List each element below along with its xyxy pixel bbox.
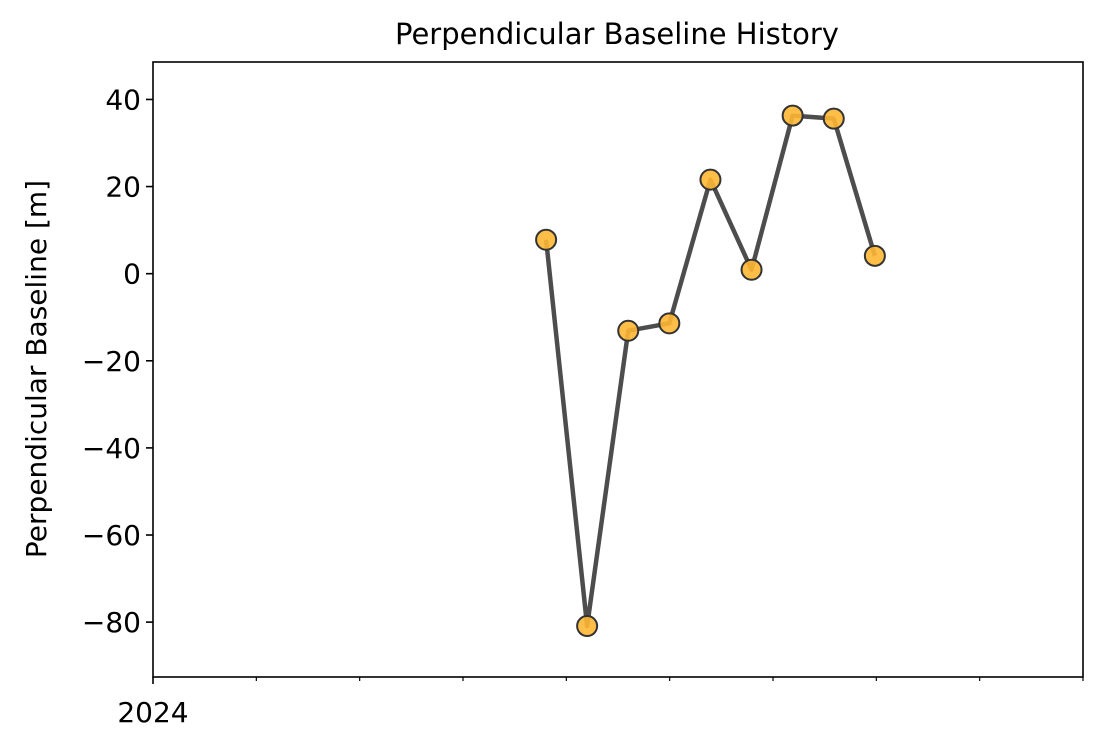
chart-title: Perpendicular Baseline History	[395, 17, 839, 51]
y-tick-label: −20	[82, 345, 141, 378]
y-axis-label: Perpendicular Baseline [m]	[20, 180, 53, 558]
x-tick-label: 2024	[117, 696, 188, 729]
data-point	[781, 104, 804, 127]
series-line	[543, 113, 878, 629]
data-point	[658, 312, 681, 335]
y-tick-label: 20	[105, 171, 141, 204]
y-tick-label: 0	[123, 258, 141, 291]
data-point	[576, 615, 599, 638]
data-point	[699, 168, 722, 191]
y-axis-ticks: 40 20 0 −20 −40 −60 −80	[82, 83, 153, 639]
data-point	[617, 319, 640, 342]
y-tick-label: 40	[105, 83, 141, 116]
data-point	[863, 244, 886, 267]
plot-frame	[152, 61, 1084, 678]
x-axis-ticks: 2024	[117, 677, 1084, 729]
y-tick-label: −40	[82, 432, 141, 465]
data-point	[535, 228, 558, 251]
y-tick-label: −60	[82, 519, 141, 552]
series-layer	[535, 104, 886, 638]
y-tick-label: −80	[82, 606, 141, 639]
data-point	[740, 258, 763, 281]
data-point	[822, 107, 845, 130]
